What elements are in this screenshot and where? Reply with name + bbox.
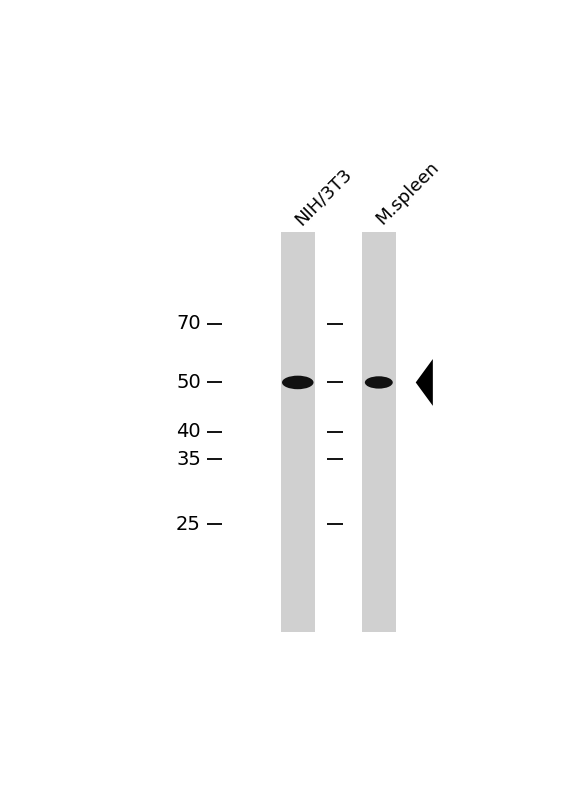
Text: 40: 40: [176, 422, 201, 442]
Text: NIH/3T3: NIH/3T3: [292, 165, 356, 229]
Ellipse shape: [365, 376, 393, 389]
Text: 70: 70: [176, 314, 201, 334]
Text: 50: 50: [176, 373, 201, 392]
Bar: [362, 231, 396, 632]
Bar: [281, 231, 315, 632]
Ellipse shape: [282, 376, 314, 390]
Text: 35: 35: [176, 450, 201, 469]
Polygon shape: [416, 359, 433, 406]
Text: M.spleen: M.spleen: [373, 158, 443, 229]
Text: 25: 25: [176, 514, 201, 534]
